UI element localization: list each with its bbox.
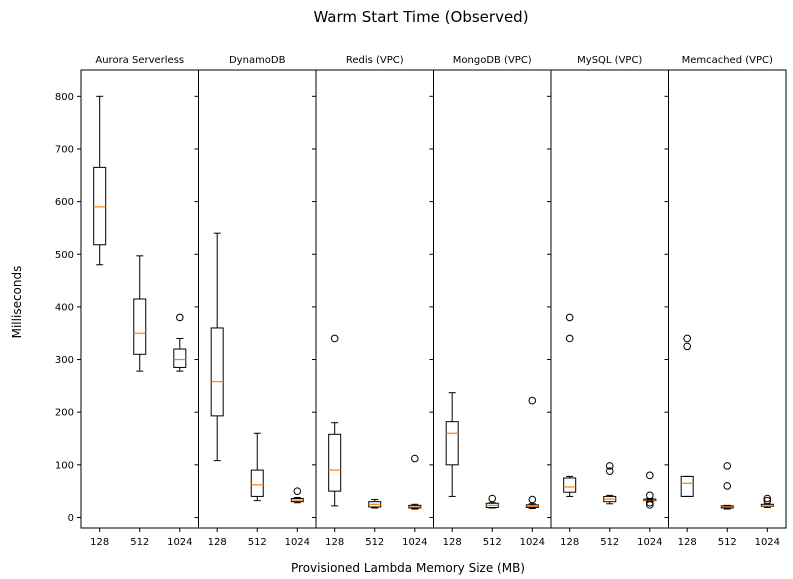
x-tick-label: 1024 xyxy=(167,537,192,548)
x-tick-label: 1024 xyxy=(402,537,427,548)
x-tick-label: 128 xyxy=(325,537,344,548)
x-tick-label: 512 xyxy=(365,537,384,548)
x-tick-label: 512 xyxy=(718,537,737,548)
y-tick-label: 800 xyxy=(55,92,74,103)
x-tick-label: 128 xyxy=(678,537,697,548)
x-tick-label: 512 xyxy=(600,537,619,548)
outlier-point xyxy=(683,342,691,351)
chart-title: Warm Start Time (Observed) xyxy=(313,8,528,26)
panel-title: Redis (VPC) xyxy=(346,55,404,66)
outlier-point xyxy=(646,471,654,480)
x-tick-label: 128 xyxy=(443,537,462,548)
x-tick-label: 1024 xyxy=(637,537,662,548)
outlier-point xyxy=(646,501,654,509)
panel-title: Memcached (VPC) xyxy=(682,55,773,66)
y-tick-label: 400 xyxy=(55,302,74,313)
panel-title: DynamoDB xyxy=(229,55,286,66)
x-tick-label: 512 xyxy=(483,537,502,548)
panel-title: MySQL (VPC) xyxy=(577,55,642,66)
outlier-point xyxy=(528,495,537,504)
panel-title: MongoDB (VPC) xyxy=(453,55,532,66)
x-axis-label: Provisioned Lambda Memory Size (MB) xyxy=(291,561,525,575)
outlier-point xyxy=(605,467,614,475)
panel-frame xyxy=(433,69,552,529)
outlier-point xyxy=(411,454,419,463)
panel-frame xyxy=(668,69,787,529)
plot-area: Aurora Serverless 0 100 200 300 400 500 600 700 8… xyxy=(55,55,787,548)
panel-title: Aurora Serverless xyxy=(95,55,184,66)
y-tick-label: 300 xyxy=(55,355,74,366)
outlier-point xyxy=(763,496,772,505)
outlier-point xyxy=(605,462,614,470)
outlier-point xyxy=(330,334,339,343)
panel-frame xyxy=(315,69,434,529)
outlier-point xyxy=(646,491,654,500)
outlier-point xyxy=(176,313,184,322)
y-tick-label: 200 xyxy=(55,408,74,419)
outlier-point xyxy=(683,334,691,343)
x-tick-label: 128 xyxy=(90,537,109,548)
x-tick-label: 1024 xyxy=(285,537,310,548)
outlier-point xyxy=(528,396,537,405)
outlier-point xyxy=(763,494,772,503)
y-tick-label: 0 xyxy=(68,513,74,524)
y-tick-label: 500 xyxy=(55,250,74,261)
outlier-point xyxy=(723,482,732,490)
y-tick-label: 700 xyxy=(55,144,74,155)
x-tick-label: 512 xyxy=(130,537,149,548)
y-axis-label: Milliseconds xyxy=(10,266,24,339)
outlier-point xyxy=(293,487,302,495)
x-tick-label: 1024 xyxy=(520,537,545,548)
x-tick-label: 512 xyxy=(248,537,267,548)
box-iqr xyxy=(328,433,342,492)
y-tick-label: 100 xyxy=(55,460,74,471)
outlier-point xyxy=(488,494,497,503)
box-iqr xyxy=(563,477,577,493)
box-iqr xyxy=(680,475,694,497)
outlier-point xyxy=(565,334,574,343)
y-tick-label: 600 xyxy=(55,197,74,208)
panel-frame xyxy=(550,69,669,529)
x-tick-label: 128 xyxy=(208,537,227,548)
box-iqr xyxy=(250,469,264,497)
box-iqr xyxy=(445,421,459,466)
box-iqr xyxy=(210,327,224,417)
box-iqr xyxy=(93,166,107,246)
outlier-point xyxy=(723,462,732,470)
outlier-point xyxy=(565,313,574,322)
outlier-point xyxy=(646,498,654,507)
x-tick-label: 128 xyxy=(560,537,579,548)
box-iqr xyxy=(173,348,187,368)
box-iqr xyxy=(133,298,147,355)
x-tick-label: 1024 xyxy=(755,537,780,548)
